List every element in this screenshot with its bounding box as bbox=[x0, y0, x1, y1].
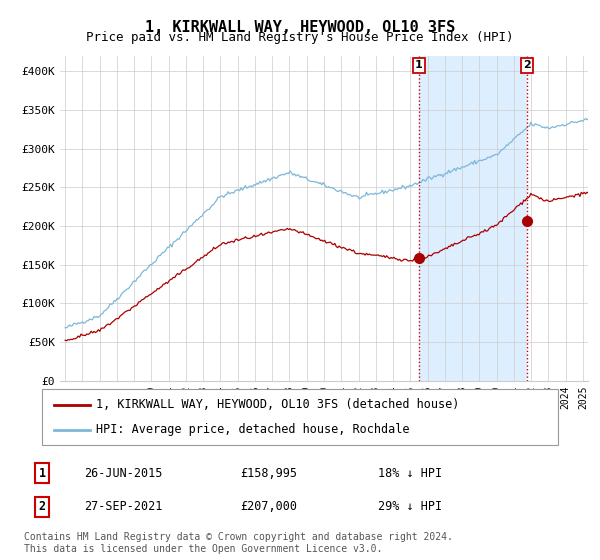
Text: HPI: Average price, detached house, Rochdale: HPI: Average price, detached house, Roch… bbox=[96, 423, 409, 436]
Text: 26-JUN-2015: 26-JUN-2015 bbox=[84, 466, 163, 480]
Text: 29% ↓ HPI: 29% ↓ HPI bbox=[378, 500, 442, 514]
Text: 1: 1 bbox=[38, 466, 46, 480]
Text: 1: 1 bbox=[415, 60, 423, 71]
Text: 27-SEP-2021: 27-SEP-2021 bbox=[84, 500, 163, 514]
Text: Contains HM Land Registry data © Crown copyright and database right 2024.
This d: Contains HM Land Registry data © Crown c… bbox=[24, 533, 453, 554]
Text: 2: 2 bbox=[38, 500, 46, 514]
Text: 2: 2 bbox=[523, 60, 530, 71]
Text: £207,000: £207,000 bbox=[240, 500, 297, 514]
Bar bbox=[419, 56, 527, 381]
Text: £158,995: £158,995 bbox=[240, 466, 297, 480]
Text: 18% ↓ HPI: 18% ↓ HPI bbox=[378, 466, 442, 480]
Text: 1, KIRKWALL WAY, HEYWOOD, OL10 3FS: 1, KIRKWALL WAY, HEYWOOD, OL10 3FS bbox=[145, 20, 455, 35]
Text: 1, KIRKWALL WAY, HEYWOOD, OL10 3FS (detached house): 1, KIRKWALL WAY, HEYWOOD, OL10 3FS (deta… bbox=[96, 398, 460, 412]
Text: Price paid vs. HM Land Registry's House Price Index (HPI): Price paid vs. HM Land Registry's House … bbox=[86, 31, 514, 44]
